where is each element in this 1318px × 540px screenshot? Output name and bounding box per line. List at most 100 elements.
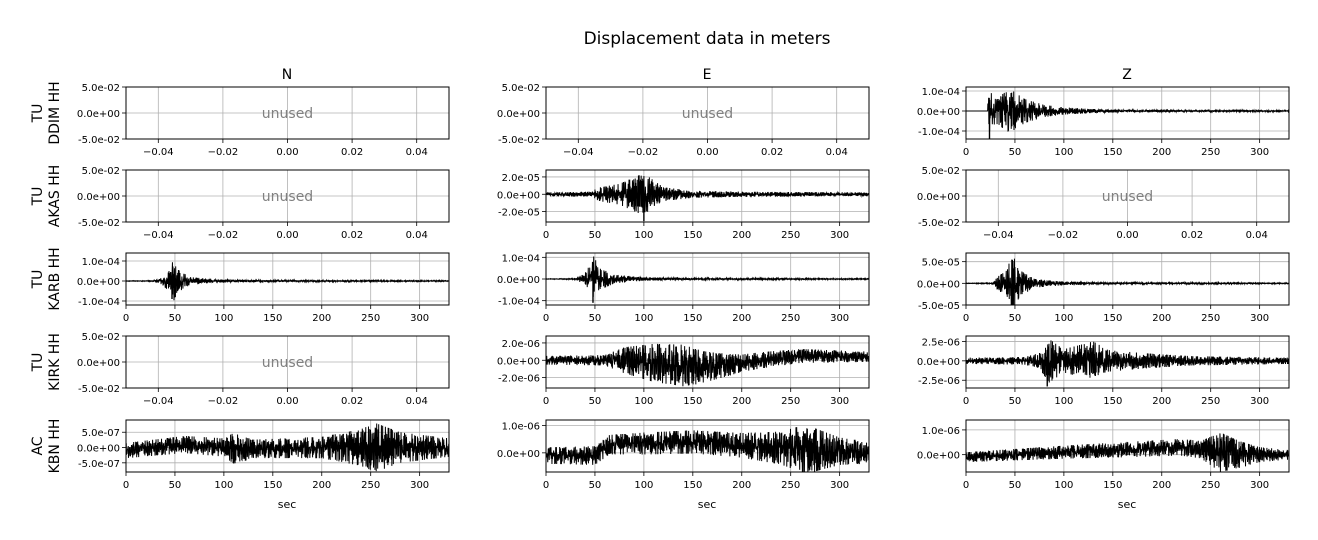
x-tick-label: −0.04 (983, 230, 1014, 241)
x-tick-label: 300 (830, 480, 849, 491)
x-tick-label: 100 (634, 230, 653, 241)
y-tick-label: 0.0e+00 (497, 356, 540, 367)
row-label-station-3: KIRK HH (47, 333, 63, 391)
axes-frame (545, 419, 870, 473)
waveform-trace (126, 262, 449, 301)
x-tick-label: 150 (263, 480, 282, 491)
y-tick-label: 0.0e+00 (497, 449, 540, 460)
x-tick-label: −0.02 (1048, 230, 1079, 241)
x-tick-label: 100 (1054, 480, 1073, 491)
axes-frame (965, 252, 1290, 306)
y-tick-label: 1.0e-04 (82, 257, 120, 268)
figure-title: Displacement data in meters (584, 29, 831, 49)
x-tick-label: 100 (634, 313, 653, 324)
y-tick-label: 0.0e+00 (77, 358, 120, 369)
y-tick-label: 0.0e+00 (917, 107, 960, 118)
x-tick-label: 0.02 (341, 396, 363, 407)
x-tick-label: 250 (1201, 313, 1220, 324)
y-tick-label: 5.0e-02 (82, 332, 120, 343)
x-axis-label-z: sec (1118, 498, 1137, 511)
x-tick-label: 0 (963, 147, 969, 158)
x-tick-label: −0.02 (208, 230, 239, 241)
y-tick-label: -1.0e-04 (498, 297, 540, 308)
x-tick-label: 0 (963, 313, 969, 324)
unused-label: unused (262, 355, 313, 371)
panel-z-row-3: 0 50 100 150 200 250 300 2.5e-06 0.0e+00 -2.5e-06 (917, 335, 1290, 407)
x-tick-label: 200 (1152, 396, 1171, 407)
x-tick-label: 0.04 (406, 396, 428, 407)
x-tick-label: −0.02 (208, 147, 239, 158)
x-tick-label: 150 (1103, 480, 1122, 491)
row-label-network-4: AC (30, 436, 46, 455)
x-tick-label: 200 (732, 480, 751, 491)
x-tick-label: 50 (1009, 313, 1022, 324)
waveform-trace (126, 423, 449, 472)
row-label-station-2: KARB HH (47, 247, 63, 310)
x-tick-label: 200 (312, 480, 331, 491)
x-tick-label: 300 (410, 480, 429, 491)
x-tick-label: 300 (1250, 313, 1269, 324)
y-tick-label: -2.5e-06 (918, 376, 960, 387)
row-label-network-1: TU (30, 187, 46, 207)
waveform-trace (546, 175, 869, 213)
x-tick-label: 100 (1054, 147, 1073, 158)
y-tick-label: 0.0e+00 (497, 109, 540, 120)
x-tick-label: 0.04 (406, 230, 428, 241)
waveform-trace (966, 340, 1289, 383)
y-tick-label: 2.5e-06 (922, 337, 960, 348)
x-tick-label: 200 (732, 313, 751, 324)
panel-n-row-3: unused −0.04 −0.02 0.00 0.02 0.04 5.0e-02 0.0e+… (77, 332, 450, 407)
panel-n-row-0: unused −0.04 −0.02 0.00 0.02 0.04 5.0e-02 0.0e+… (77, 83, 450, 158)
column-title-n: N (282, 67, 292, 83)
unused-label: unused (682, 106, 733, 122)
x-tick-label: 50 (589, 480, 602, 491)
row-label-station-4: KBN HH (47, 419, 63, 474)
x-tick-label: 150 (1103, 396, 1122, 407)
x-tick-label: 100 (634, 396, 653, 407)
waveform-trace (546, 427, 869, 472)
x-tick-label: 0.04 (826, 147, 848, 158)
x-tick-label: 200 (1152, 147, 1171, 158)
axes-frame (125, 419, 450, 473)
y-tick-label: 5.0e-02 (922, 166, 960, 177)
x-tick-label: 250 (781, 396, 800, 407)
panel-e-row-2: 0 50 100 150 200 250 300 1.0e-04 0.0e+00 -1.0e-04 (497, 252, 870, 324)
axes-frame (965, 419, 1290, 473)
y-tick-label: -5.0e-02 (78, 384, 120, 395)
panel-n-row-1: unused −0.04 −0.02 0.00 0.02 0.04 5.0e-02 0.0e+… (77, 166, 450, 241)
x-tick-label: 100 (1054, 313, 1073, 324)
panel-z-row-1: unused −0.04 −0.02 0.00 0.02 0.04 5.0e-02 0.0e+… (917, 166, 1290, 241)
x-axis-labels: sec sec sec (278, 498, 1137, 511)
panel-e-row-0: unused −0.04 −0.02 0.00 0.02 0.04 5.0e-02 0.0e+… (497, 83, 870, 158)
axes-frame (965, 335, 1290, 389)
x-tick-label: 50 (1009, 480, 1022, 491)
x-tick-label: −0.04 (143, 396, 174, 407)
y-tick-label: 0.0e+00 (77, 192, 120, 203)
x-tick-label: 50 (1009, 396, 1022, 407)
y-tick-label: -5.0e-02 (78, 218, 120, 229)
x-tick-label: 250 (361, 313, 380, 324)
y-tick-label: 0.0e+00 (77, 109, 120, 120)
x-tick-label: −0.04 (143, 230, 174, 241)
x-tick-label: 150 (263, 313, 282, 324)
column-title-z: Z (1122, 67, 1132, 83)
y-tick-label: -5.0e-02 (918, 218, 960, 229)
x-tick-label: 0.00 (276, 147, 298, 158)
y-tick-label: 1.0e-04 (502, 253, 540, 264)
x-tick-label: 200 (1152, 313, 1171, 324)
panel-e-row-3: 0 50 100 150 200 250 300 2.0e-06 0.0e+00 -2.0e-06 (497, 335, 870, 407)
waveform-trace (966, 433, 1289, 472)
x-tick-label: 300 (830, 313, 849, 324)
x-tick-label: 50 (589, 313, 602, 324)
unused-label: unused (1102, 189, 1153, 205)
x-tick-label: 0.00 (1116, 230, 1138, 241)
y-tick-label: 1.0e-06 (922, 426, 960, 437)
x-tick-label: 250 (1201, 147, 1220, 158)
y-tick-label: -2.0e-05 (498, 208, 540, 219)
waveform-trace (966, 258, 1289, 305)
y-tick-label: 5.0e-02 (82, 83, 120, 94)
x-tick-label: 150 (683, 230, 702, 241)
column-title-e: E (703, 67, 712, 83)
x-tick-label: 250 (361, 480, 380, 491)
x-tick-label: 200 (732, 230, 751, 241)
